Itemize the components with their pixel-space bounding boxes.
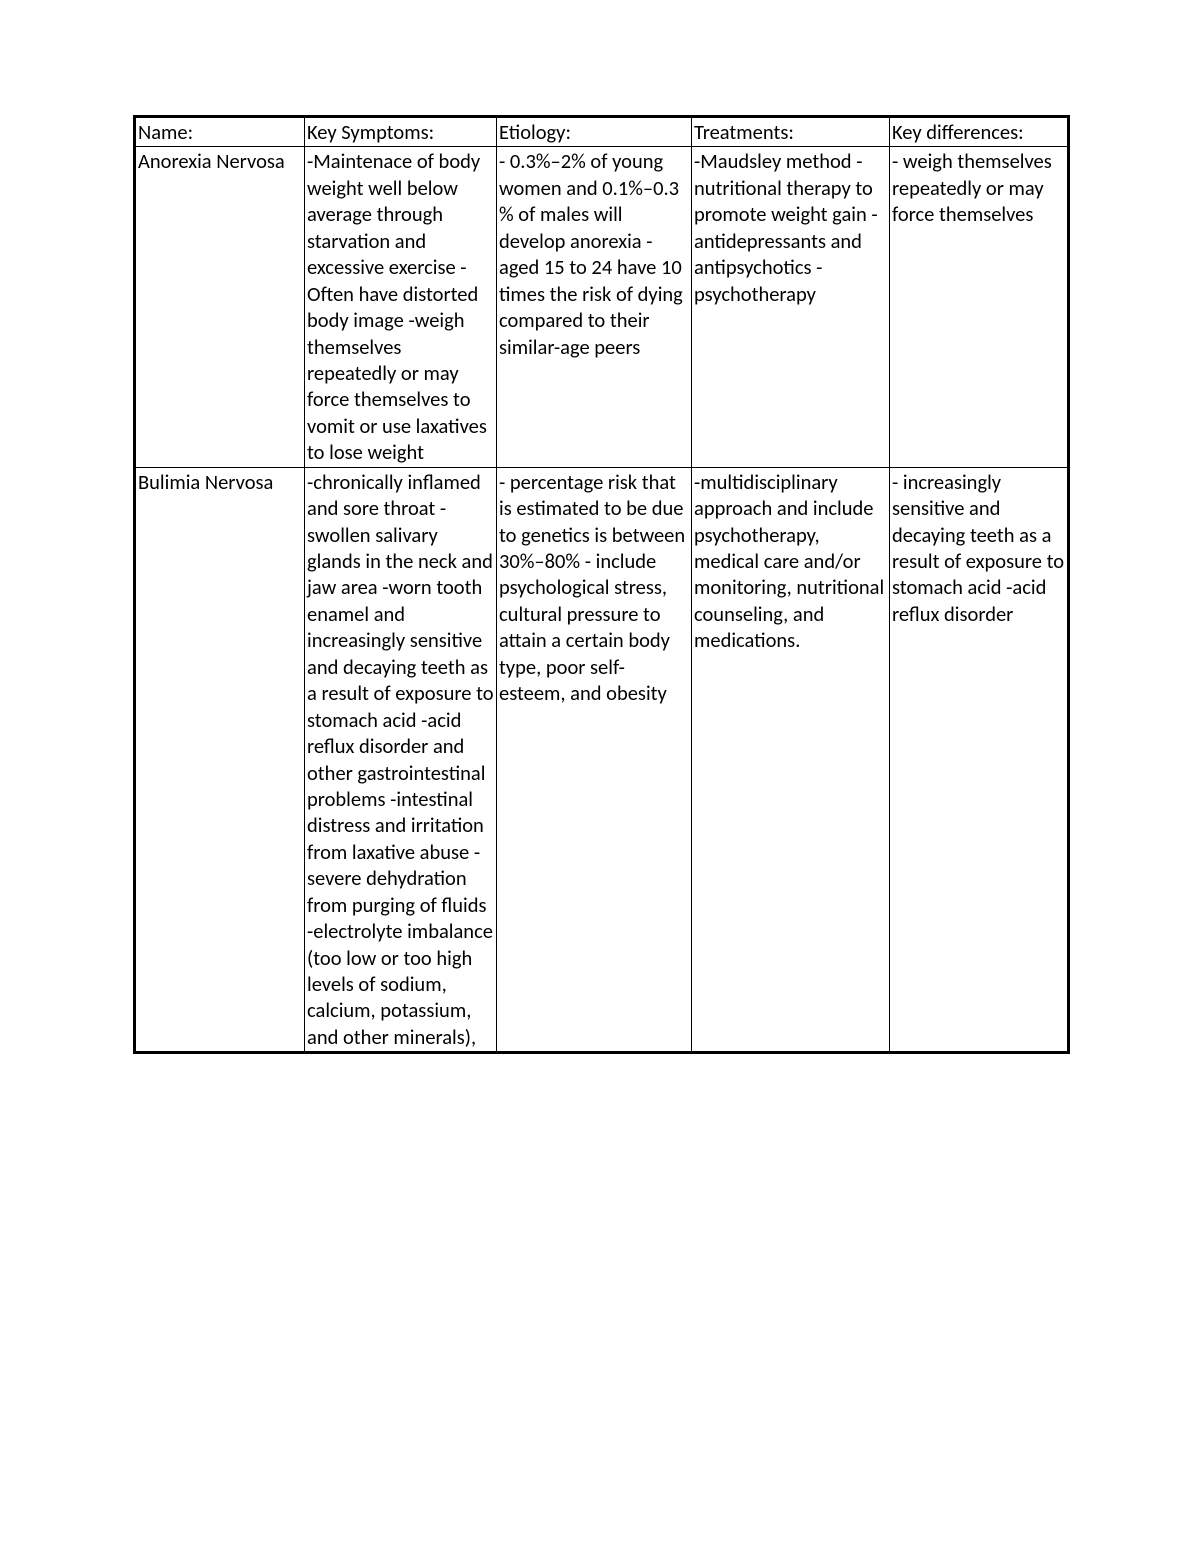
cell-etiology: - percentage risk that is estimated to b…	[497, 467, 692, 1053]
cell-treatments: -multidisciplinary approach and include …	[692, 467, 890, 1053]
header-symptoms: Key Symptoms:	[305, 117, 497, 147]
table-row: Anorexia Nervosa -Maintenace of body wei…	[135, 147, 1069, 467]
table-row: Bulimia Nervosa -chronically inflamed an…	[135, 467, 1069, 1053]
header-name: Name:	[135, 117, 305, 147]
cell-differences: - weigh themselves repeatedly or may for…	[890, 147, 1069, 467]
document-page: Name: Key Symptoms: Etiology: Treatments…	[0, 0, 1200, 1553]
header-etiology: Etiology:	[497, 117, 692, 147]
cell-differences: - increasingly sensitive and decaying te…	[890, 467, 1069, 1053]
cell-name: Bulimia Nervosa	[135, 467, 305, 1053]
cell-name: Anorexia Nervosa	[135, 147, 305, 467]
table-header-row: Name: Key Symptoms: Etiology: Treatments…	[135, 117, 1069, 147]
cell-symptoms: -chronically inflamed and sore throat -s…	[305, 467, 497, 1053]
cell-etiology: - 0.3%–2% of young women and 0.1%–0.3 % …	[497, 147, 692, 467]
disorders-table: Name: Key Symptoms: Etiology: Treatments…	[133, 115, 1070, 1054]
cell-treatments: -Maudsley method -nutritional therapy to…	[692, 147, 890, 467]
header-differences: Key differences:	[890, 117, 1069, 147]
cell-symptoms: -Maintenace of body weight well below av…	[305, 147, 497, 467]
header-treatments: Treatments:	[692, 117, 890, 147]
